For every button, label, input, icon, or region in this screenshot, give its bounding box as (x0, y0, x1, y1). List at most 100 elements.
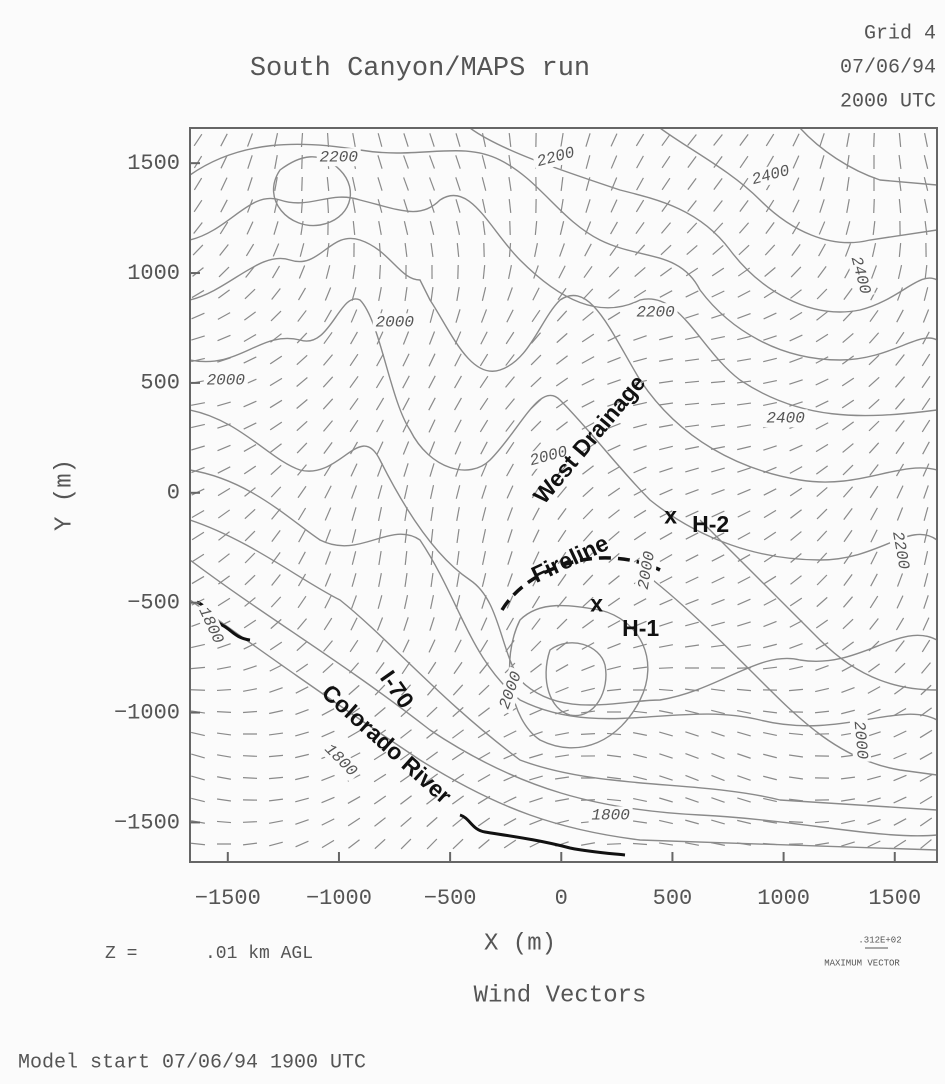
wind-vector (659, 731, 673, 737)
contour-label-bg (633, 303, 678, 322)
contour-label-bg (532, 142, 580, 172)
wind-vector (633, 423, 647, 429)
wind-vector (710, 644, 726, 648)
wind-vector (844, 243, 852, 257)
wind-vector (557, 486, 567, 498)
wind-vector (192, 267, 204, 277)
wind-vector (530, 354, 542, 366)
wind-vector (895, 640, 905, 652)
wind-vector (427, 661, 437, 675)
wind-vector (297, 507, 307, 521)
wind-vector (685, 797, 699, 803)
wind-vector (846, 154, 850, 170)
wind-vector (347, 707, 361, 717)
x-tick-label: 500 (653, 886, 693, 911)
wind-vector (870, 551, 878, 565)
wind-vector (479, 397, 489, 411)
wind-vector (765, 133, 775, 147)
wind-vector (711, 774, 725, 782)
wind-vector (455, 595, 461, 609)
wind-vector (349, 441, 359, 455)
wind-vector (554, 776, 570, 780)
wind-vector (923, 507, 929, 521)
wind-vector (659, 710, 673, 714)
wind-vector (503, 818, 517, 826)
contour-label: 2000 (496, 669, 526, 712)
wind-vector (377, 507, 383, 521)
wind-vector (867, 797, 881, 803)
wind-vector (324, 287, 332, 301)
wind-vector (402, 419, 410, 433)
wind-vector (300, 220, 304, 236)
wind-vector (684, 402, 700, 406)
wind-vector (919, 774, 933, 782)
wind-vector (479, 419, 489, 433)
wind-vector (298, 529, 306, 543)
wind-vector (685, 467, 699, 473)
wind-vector (556, 464, 568, 476)
wind-vector (429, 485, 435, 499)
wind-vector (738, 244, 750, 256)
wind-vector (451, 795, 465, 805)
wind-vector (297, 485, 307, 499)
wind-vector (788, 754, 804, 758)
wind-vector (273, 221, 279, 235)
wind-vector (295, 819, 309, 825)
wind-vector (347, 729, 361, 739)
contour-label-bg (316, 148, 361, 167)
wind-vector (322, 398, 334, 410)
wind-vector (481, 199, 487, 213)
wind-vector (607, 334, 621, 342)
wind-vector (376, 419, 384, 433)
wind-vector (350, 331, 358, 345)
wind-vector (765, 155, 775, 169)
wind-vector (375, 662, 385, 674)
wind-vector (482, 220, 486, 236)
wind-vector (191, 312, 205, 320)
wind-vector (763, 797, 777, 803)
wind-vector (505, 617, 515, 631)
wind-vector (633, 379, 647, 385)
wind-vector (607, 665, 621, 671)
wind-vector (555, 399, 569, 409)
y-tick-label: −500 (127, 590, 180, 615)
wind-vector (816, 288, 828, 300)
wind-vector (273, 199, 279, 213)
wind-vector (659, 775, 673, 781)
wind-vector (456, 572, 460, 588)
wind-vector (819, 133, 825, 147)
wind-vector (243, 422, 257, 430)
wind-vector (685, 267, 699, 277)
wind-vector (814, 710, 830, 714)
wind-vector (636, 177, 644, 191)
wind-vector (923, 529, 929, 543)
wind-vector (296, 640, 308, 652)
wind-vector (480, 331, 488, 345)
contour-label: 2000 (207, 372, 246, 390)
wind-vector (610, 177, 618, 191)
wind-vector (843, 551, 853, 565)
wind-vector (790, 575, 802, 585)
wind-vector (921, 662, 931, 674)
wind-vector (737, 775, 751, 781)
wind-vector (271, 574, 281, 586)
wind-vector (788, 776, 804, 780)
wind-vector (321, 730, 335, 738)
wind-vector (505, 376, 515, 388)
wind-vector (789, 311, 803, 321)
wind-vector (608, 552, 620, 564)
wind-vector (606, 843, 622, 845)
wind-vector (792, 133, 800, 147)
wind-vector (269, 820, 283, 824)
wind-vector (924, 199, 928, 213)
wind-vector (191, 445, 205, 451)
wind-vector (607, 379, 621, 385)
wind-vector (659, 445, 673, 451)
wind-vector (373, 729, 387, 739)
wind-vector (814, 842, 830, 846)
wind-vector (788, 798, 804, 802)
wind-vector (606, 798, 622, 802)
contour-line (545, 642, 607, 717)
wind-vector (503, 752, 517, 760)
wind-vector (867, 731, 881, 737)
